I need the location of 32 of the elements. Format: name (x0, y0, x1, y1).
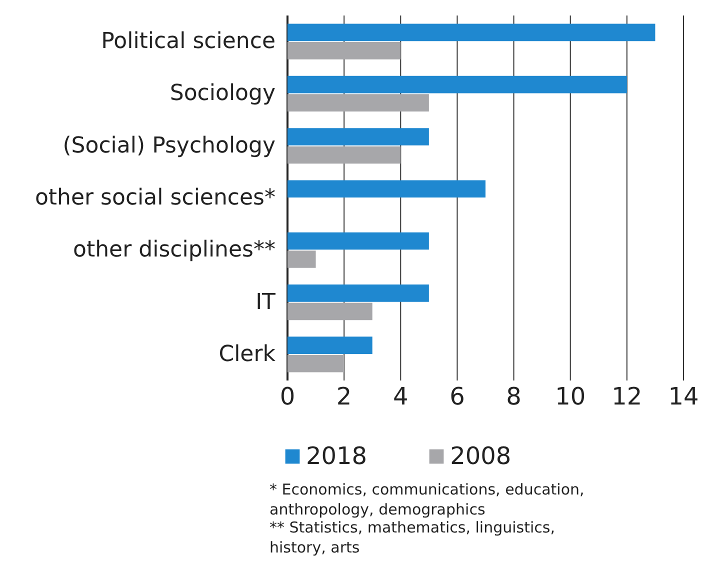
bar (288, 42, 401, 60)
x-tick-label: 10 (555, 382, 586, 410)
x-tick-label: 6 (450, 382, 465, 410)
bar (288, 232, 429, 250)
text: * Economics, communications, education, anthropology, demographics (270, 480, 584, 518)
bar (288, 146, 401, 164)
bar (288, 284, 429, 302)
y-tick-label: (Social) Psychology (62, 133, 276, 158)
bar (288, 24, 656, 42)
legend-label: 2018 (306, 442, 368, 470)
y-tick-label: IT (256, 290, 276, 315)
x-tick-label: 8 (506, 382, 522, 410)
y-tick-label: Political science (101, 29, 276, 54)
x-tick-label: 4 (393, 382, 408, 410)
y-tick-label: other disciplines** (73, 238, 276, 263)
bar (288, 128, 429, 146)
bar (288, 336, 372, 354)
y-tick-label: other social sciences* (34, 186, 276, 210)
bar (288, 250, 316, 268)
bar (288, 94, 429, 112)
legend-label: 2008 (450, 442, 512, 470)
bar (288, 302, 372, 320)
y-tick-label: Sociology (170, 81, 276, 106)
x-tick-label: 12 (612, 382, 642, 410)
x-tick-label: 2 (336, 382, 352, 410)
x-tick-label: 0 (280, 382, 296, 410)
x-tick-label: 14 (668, 382, 699, 410)
bar (288, 354, 344, 372)
bar (288, 180, 486, 198)
y-tick-label: Clerk (218, 342, 276, 367)
text: ** Statistics, mathematics, linguistics, history, arts (270, 518, 555, 556)
bar (288, 76, 627, 94)
